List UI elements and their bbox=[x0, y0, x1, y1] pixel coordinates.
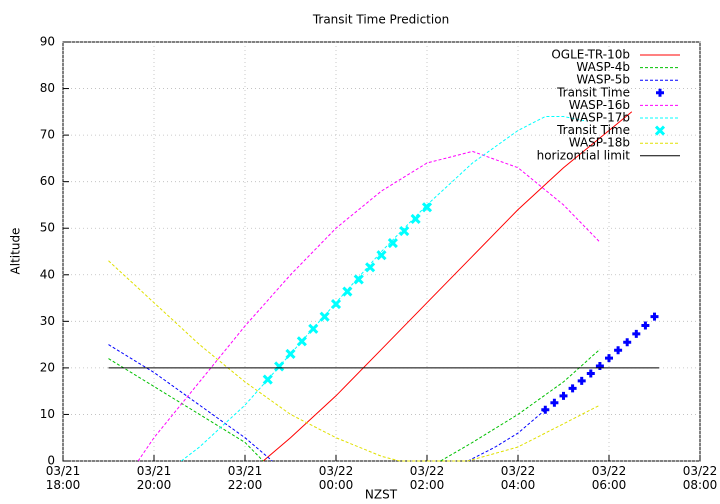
transit-point bbox=[614, 346, 623, 355]
legend-label: WASP-5b bbox=[576, 73, 630, 87]
transit-point bbox=[365, 262, 376, 273]
legend-label: WASP-16b bbox=[569, 98, 630, 112]
x-axis-title: NZST bbox=[365, 488, 398, 502]
legend-swatch bbox=[654, 125, 666, 136]
x-tick-label: 03/21 20:00 bbox=[136, 464, 172, 492]
transit-point bbox=[274, 361, 285, 372]
transit-point bbox=[605, 354, 613, 363]
x-tick-label: 03/21 18:00 bbox=[45, 464, 81, 492]
y-tick-label: 60 bbox=[40, 174, 55, 188]
y-tick-label: 20 bbox=[40, 360, 55, 374]
legend-label: Transit Time bbox=[556, 123, 630, 137]
transit-point bbox=[421, 202, 433, 213]
transit-point bbox=[550, 398, 559, 407]
legend-label: WASP-17b bbox=[569, 111, 630, 125]
y-tick-label: 30 bbox=[40, 314, 55, 328]
transit-point bbox=[632, 329, 641, 338]
transit-point bbox=[308, 323, 319, 334]
legend-label: WASP-4b bbox=[576, 60, 630, 74]
transit-point bbox=[387, 238, 398, 249]
transit-point bbox=[353, 274, 364, 285]
transit-point bbox=[568, 384, 577, 393]
transit-point bbox=[586, 369, 595, 378]
y-tick-label: 80 bbox=[40, 81, 55, 95]
legend-swatch bbox=[656, 88, 664, 97]
y-tick-label: 10 bbox=[40, 407, 55, 421]
transit-point bbox=[641, 321, 650, 330]
series-line bbox=[180, 116, 587, 462]
y-tick-label: 50 bbox=[40, 221, 55, 235]
legend-label: Transit Time bbox=[556, 85, 630, 99]
legend-label: WASP-18b bbox=[569, 136, 630, 150]
transit-point bbox=[577, 376, 586, 385]
series-line bbox=[108, 344, 546, 462]
transit-point bbox=[541, 405, 550, 414]
y-tick-label: 0 bbox=[47, 454, 55, 468]
legend-label: horizontial limit bbox=[537, 148, 631, 162]
series-line bbox=[108, 348, 601, 462]
series-line bbox=[108, 260, 601, 462]
x-tick-label: 03/22 04:00 bbox=[500, 464, 536, 492]
series-line bbox=[262, 111, 633, 462]
y-tick-label: 70 bbox=[40, 128, 55, 142]
transit-point bbox=[623, 338, 632, 347]
plot-frame bbox=[62, 41, 701, 462]
transit-point bbox=[559, 391, 568, 400]
y-tick-label: 90 bbox=[40, 35, 55, 49]
transit-point bbox=[342, 286, 353, 297]
x-tick-label: 03/21 22:00 bbox=[227, 464, 263, 492]
y-tick-label: 40 bbox=[40, 267, 55, 281]
transit-point bbox=[285, 348, 296, 359]
transit-point bbox=[650, 312, 659, 321]
transit-point bbox=[319, 311, 330, 322]
transit-point bbox=[262, 374, 273, 385]
transit-point bbox=[410, 213, 421, 224]
transit-point bbox=[399, 225, 410, 237]
x-tick-label: 03/22 00:00 bbox=[318, 464, 354, 492]
transit-point bbox=[376, 250, 387, 261]
series-line bbox=[137, 150, 601, 462]
x-tick-label: 03/22 08:00 bbox=[682, 464, 718, 492]
chart-title: Transit Time Prediction bbox=[312, 13, 449, 27]
x-tick-label: 03/22 02:00 bbox=[409, 464, 445, 492]
transit-point bbox=[296, 336, 307, 347]
transit-point bbox=[330, 299, 342, 310]
y-axis-title: Altitude bbox=[9, 228, 23, 275]
x-tick-label: 03/22 06:00 bbox=[591, 464, 627, 492]
transit-point bbox=[595, 362, 604, 371]
legend-label: OGLE-TR-10b bbox=[551, 48, 630, 62]
